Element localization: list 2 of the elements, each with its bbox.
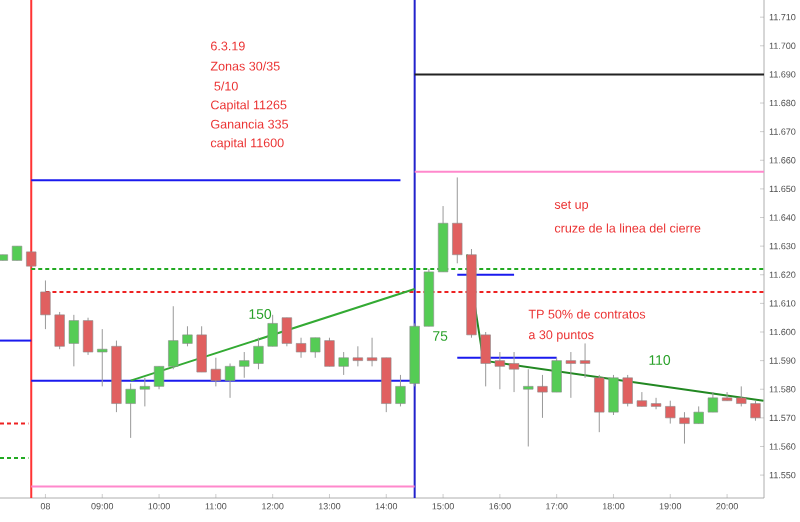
candlestick bbox=[579, 342, 591, 379]
candlestick bbox=[508, 351, 520, 393]
